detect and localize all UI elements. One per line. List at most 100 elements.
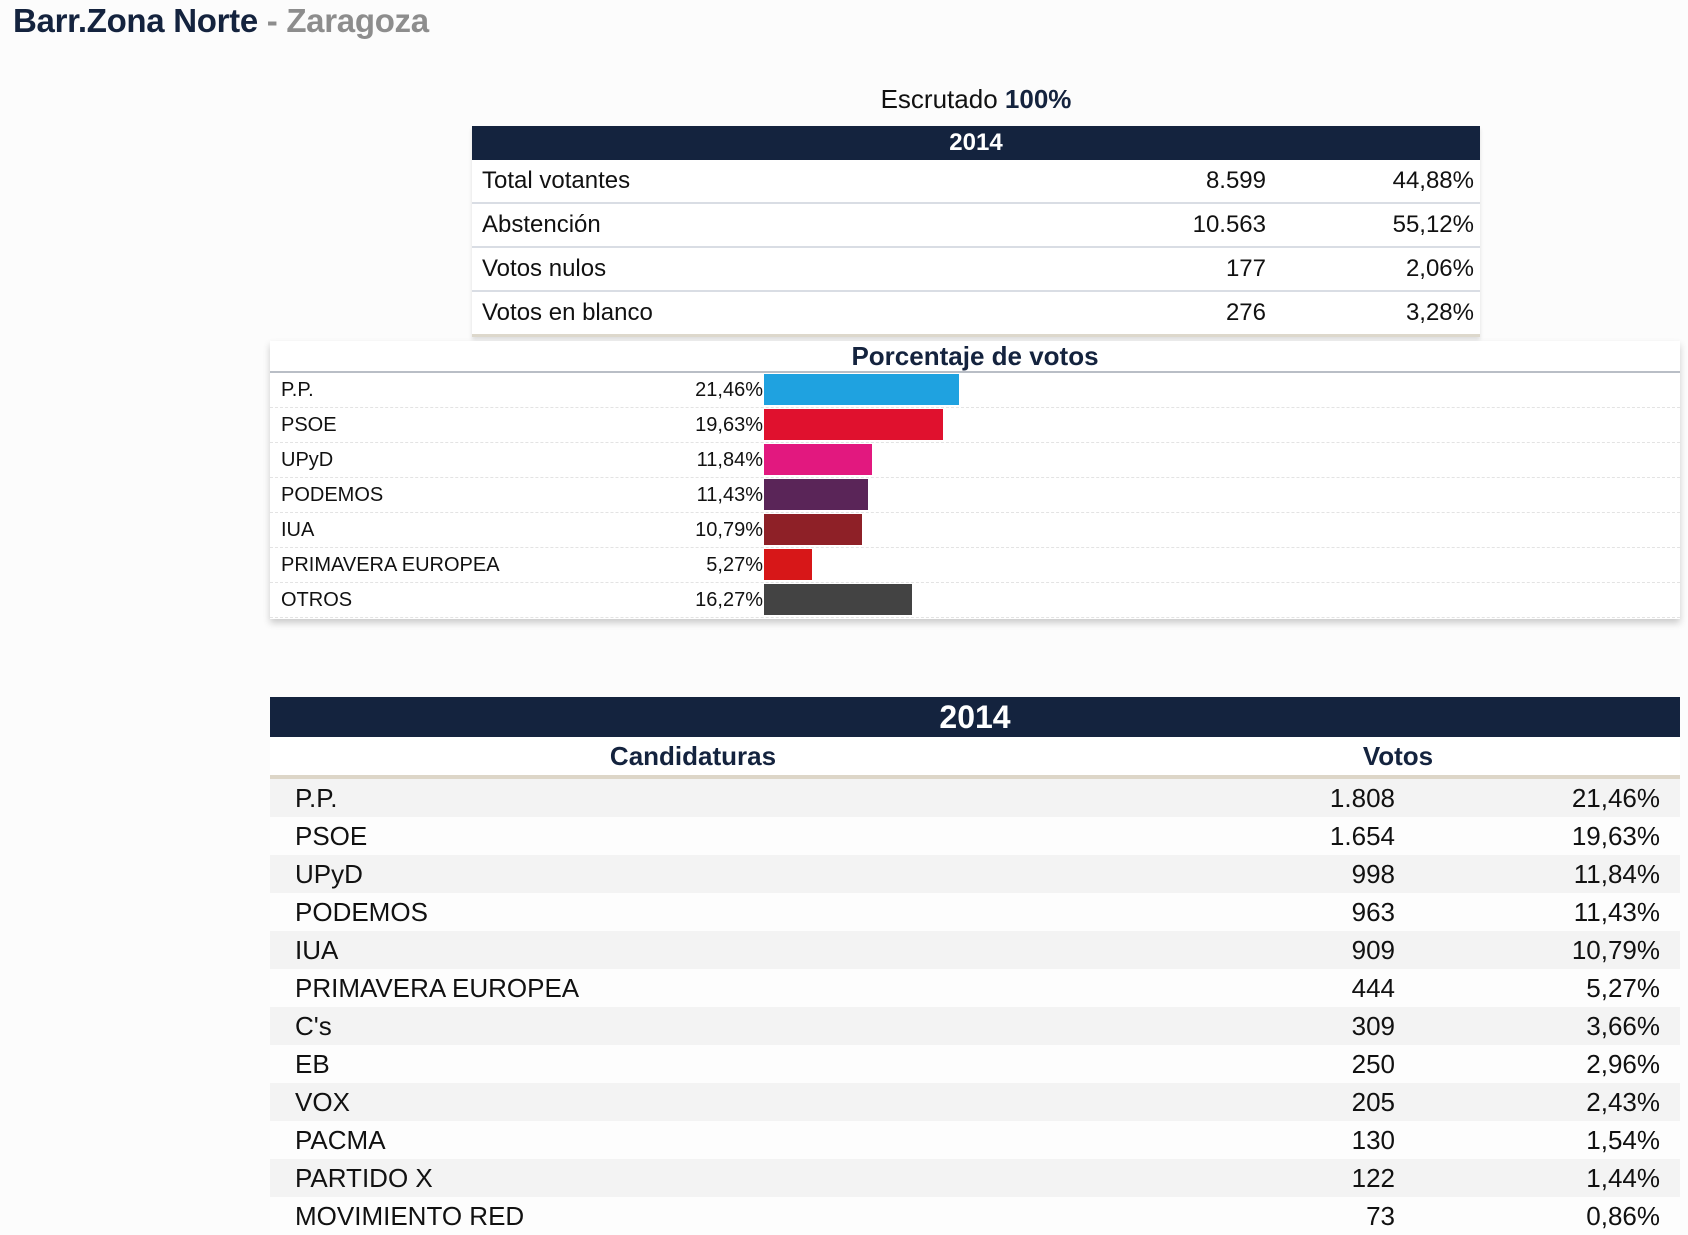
- chart-category-label: UPyD: [281, 449, 334, 471]
- summary-row-votos-nulos: Votos nulos 177 2,06%: [472, 248, 1480, 292]
- candidate-name: VOX: [295, 1087, 350, 1117]
- chart-title: Porcentaje de votos: [270, 341, 1680, 373]
- column-header-votos: Votos: [1362, 741, 1434, 771]
- table-row: VOX 205 2,43%: [270, 1083, 1680, 1121]
- chart-bar: [764, 444, 872, 475]
- summary-label: Votos en blanco: [482, 299, 653, 326]
- chart-category-label: P.P.: [281, 379, 314, 401]
- escrutado-status: Escrutado 100%: [472, 84, 1480, 115]
- chart-value-label: 5,27%: [706, 554, 763, 576]
- candidate-votes: 963: [1351, 897, 1395, 927]
- candidate-name: PARTIDO X: [295, 1163, 433, 1193]
- candidate-votes: 73: [1366, 1201, 1395, 1231]
- results-rows: P.P. 1.808 21,46% PSOE 1.654 19,63% UPyD 998 11,…: [270, 779, 1680, 1235]
- chart-bar: [764, 479, 868, 510]
- chart-row: IUA 10,79%: [270, 513, 1680, 548]
- candidate-votes: 122: [1351, 1163, 1395, 1193]
- chart-value-label: 19,63%: [695, 414, 763, 436]
- chart-value-label: 11,84%: [696, 449, 763, 471]
- results-column-headers: Candidaturas Votos: [270, 737, 1680, 779]
- table-row: PARTIDO X 122 1,44%: [270, 1159, 1680, 1197]
- candidate-votes: 998: [1351, 859, 1395, 889]
- candidate-percent: 21,46%: [1571, 783, 1660, 813]
- summary-table: 2014 Total votantes 8.599 44,88% Abstenc…: [472, 126, 1480, 337]
- chart-rows: P.P. 21,46% PSOE 19,63% UPyD 11,84% PODEMOS 11,…: [270, 373, 1680, 618]
- summary-row-votos-en-blanco: Votos en blanco 276 3,28%: [472, 292, 1480, 337]
- candidate-percent: 11,43%: [1573, 897, 1660, 927]
- summary-percent: 3,28%: [1405, 299, 1474, 326]
- candidate-percent: 0,86%: [1586, 1201, 1660, 1231]
- candidate-name: IUA: [295, 935, 339, 965]
- candidate-name: PACMA: [295, 1125, 386, 1155]
- chart-bar: [764, 549, 812, 580]
- column-header-candidaturas: Candidaturas: [609, 741, 777, 771]
- summary-value: 10.563: [1192, 211, 1266, 238]
- table-row: IUA 909 10,79%: [270, 931, 1680, 969]
- candidate-votes: 309: [1351, 1011, 1395, 1041]
- summary-value: 8.599: [1205, 167, 1266, 194]
- chart-category-label: PODEMOS: [281, 484, 384, 506]
- chart-bar: [764, 409, 943, 440]
- candidate-percent: 1,54%: [1586, 1125, 1660, 1155]
- chart-category-label: OTROS: [281, 589, 353, 611]
- escrutado-label: Escrutado: [880, 84, 998, 114]
- chart-category-label: PRIMAVERA EUROPEA: [281, 554, 500, 576]
- candidate-name: MOVIMIENTO RED: [295, 1201, 525, 1231]
- table-row: PSOE 1.654 19,63%: [270, 817, 1680, 855]
- page-title: Barr.Zona Norte - Zaragoza: [13, 2, 429, 40]
- chart-bar: [764, 584, 912, 615]
- candidate-votes: 250: [1351, 1049, 1395, 1079]
- summary-label: Abstención: [482, 211, 601, 238]
- candidate-name: PSOE: [295, 821, 368, 851]
- table-row: PRIMAVERA EUROPEA 444 5,27%: [270, 969, 1680, 1007]
- chart-category-label: PSOE: [281, 414, 337, 436]
- candidate-percent: 5,27%: [1586, 973, 1660, 1003]
- candidate-name: PODEMOS: [295, 897, 428, 927]
- candidate-percent: 2,96%: [1586, 1049, 1660, 1079]
- candidate-votes: 1.808: [1329, 783, 1395, 813]
- chart-row: PRIMAVERA EUROPEA 5,27%: [270, 548, 1680, 583]
- chart-value-label: 11,43%: [696, 484, 763, 506]
- city-name: Zaragoza: [286, 2, 429, 39]
- candidate-name: PRIMAVERA EUROPEA: [295, 973, 580, 1003]
- summary-year-header: 2014: [472, 126, 1480, 160]
- candidate-votes: 130: [1351, 1125, 1395, 1155]
- summary-percent: 55,12%: [1392, 211, 1474, 238]
- candidate-percent: 1,44%: [1586, 1163, 1660, 1193]
- chart-value-label: 10,79%: [695, 519, 763, 541]
- candidate-votes: 205: [1351, 1087, 1395, 1117]
- chart-row: UPyD 11,84%: [270, 443, 1680, 478]
- table-row: MOVIMIENTO RED 73 0,86%: [270, 1197, 1680, 1235]
- chart-row: PSOE 19,63%: [270, 408, 1680, 443]
- results-table: 2014 Candidaturas Votos P.P. 1.808 21,46% P…: [270, 697, 1680, 1235]
- candidate-percent: 3,66%: [1586, 1011, 1660, 1041]
- candidate-percent: 11,84%: [1573, 859, 1660, 889]
- summary-row-total-votantes: Total votantes 8.599 44,88%: [472, 160, 1480, 204]
- candidate-name: C's: [295, 1011, 332, 1041]
- table-row: PODEMOS 963 11,43%: [270, 893, 1680, 931]
- chart-value-label: 16,27%: [695, 589, 763, 611]
- summary-label: Total votantes: [482, 167, 631, 194]
- chart-bar: [764, 374, 959, 405]
- summary-row-abstencion: Abstención 10.563 55,12%: [472, 204, 1480, 248]
- chart-category-label: IUA: [281, 519, 315, 541]
- candidate-percent: 10,79%: [1571, 935, 1660, 965]
- escrutado-value: 100%: [1004, 84, 1072, 114]
- candidate-percent: 2,43%: [1586, 1087, 1660, 1117]
- candidate-name: EB: [295, 1049, 330, 1079]
- candidate-votes: 1.654: [1329, 821, 1395, 851]
- chart-bar: [764, 514, 862, 545]
- summary-label: Votos nulos: [482, 255, 607, 282]
- results-year-header: 2014: [270, 697, 1680, 737]
- candidate-name: UPyD: [295, 859, 363, 889]
- summary-value: 276: [1225, 299, 1266, 326]
- chart-row: PODEMOS 11,43%: [270, 478, 1680, 513]
- candidate-name: P.P.: [295, 783, 338, 813]
- table-row: EB 250 2,96%: [270, 1045, 1680, 1083]
- table-row: UPyD 998 11,84%: [270, 855, 1680, 893]
- place-name: Barr.Zona Norte: [13, 2, 258, 39]
- candidate-votes: 909: [1351, 935, 1395, 965]
- chart-row: P.P. 21,46%: [270, 373, 1680, 408]
- table-row: PACMA 130 1,54%: [270, 1121, 1680, 1159]
- candidate-percent: 19,63%: [1571, 821, 1660, 851]
